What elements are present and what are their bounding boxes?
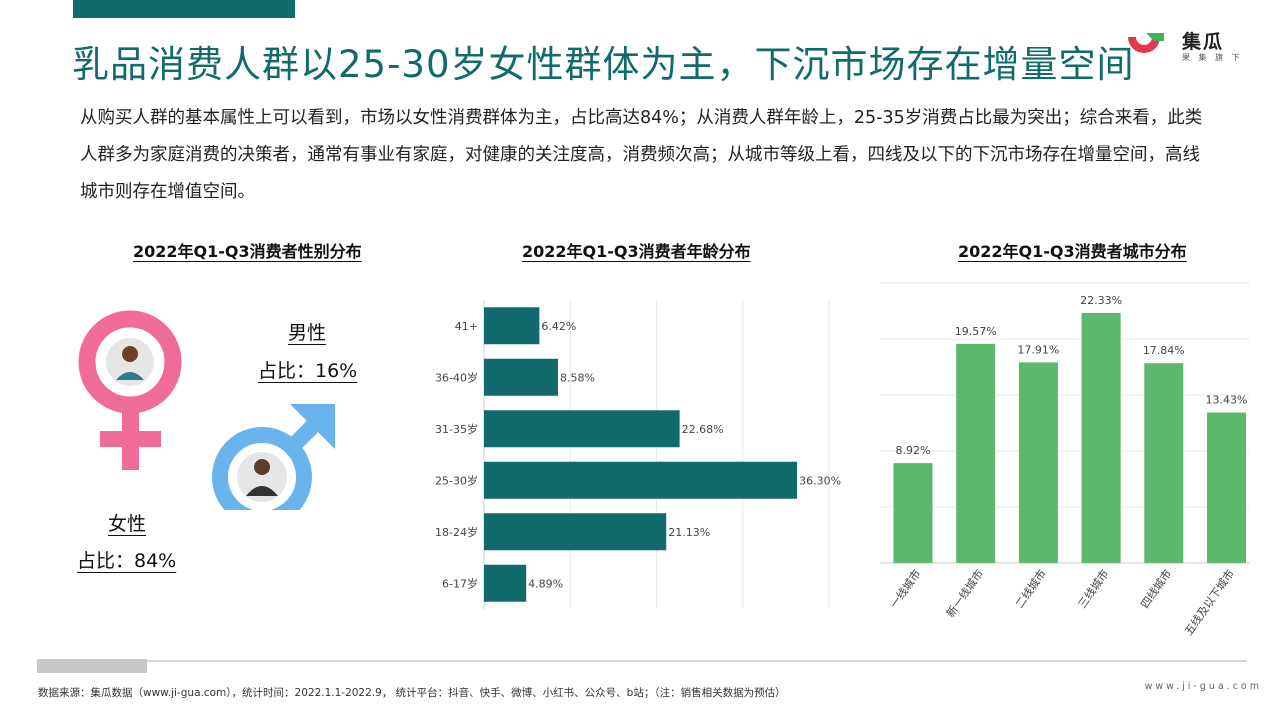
age-tick-label: 36-40岁 (435, 370, 478, 384)
page-title: 乳品消费人群以25-30岁女性群体为主，下沉市场存在增量空间 (72, 43, 1135, 86)
female-symbol-icon (78, 310, 182, 470)
city-value-label: 19.57% (955, 325, 997, 338)
city-value-label: 13.43% (1206, 394, 1248, 407)
age-bar (484, 564, 527, 602)
age-bar (484, 358, 559, 396)
age-bar-chart: 41+ 6.42% 36-40岁 8.58% 31-35岁 22.68% 25-30岁 36.… (435, 300, 841, 609)
age-bar (484, 307, 540, 345)
top-accent-bar (73, 0, 295, 18)
city-bar (956, 343, 996, 563)
city-bar (1207, 412, 1246, 563)
city-value-label: 17.84% (1143, 344, 1185, 357)
city-bar (893, 463, 933, 563)
male-symbol-icon (212, 404, 335, 510)
city-tick-label: 一线城市 (887, 567, 924, 611)
brand-logo: 集瓜 果 集 旗 下 (1124, 27, 1254, 67)
city-bar (1081, 312, 1121, 563)
age-bar (484, 410, 680, 448)
gender-symbols (78, 310, 335, 510)
age-tick-label: 25-30岁 (435, 473, 478, 487)
age-bar (484, 513, 667, 551)
age-value-label: 8.58% (560, 371, 595, 384)
age-chart-title: 2022年Q1-Q3消费者年龄分布 (522, 242, 751, 261)
city-bar (1144, 363, 1184, 563)
age-tick-label: 6-17岁 (442, 576, 478, 590)
city-tick-label: 四线城市 (1138, 567, 1175, 611)
age-bar (484, 461, 798, 499)
age-tick-label: 41+ (455, 320, 478, 333)
city-value-label: 8.92% (896, 444, 931, 457)
age-value-label: 4.89% (528, 577, 563, 590)
city-tick-label: 新一线城市 (943, 567, 986, 620)
city-tick-label: 二线城市 (1012, 567, 1049, 611)
age-value-label: 21.13% (668, 526, 710, 539)
logo-subtitle: 果 集 旗 下 (1182, 53, 1243, 62)
female-share-label: 占比：84% (77, 550, 177, 572)
city-bar-chart: 8.92% 一线城市 19.57% 新一线城市 17.91% 二线城市 22.33% 三线城市… (880, 282, 1250, 638)
male-label: 男性 (288, 322, 327, 344)
age-tick-label: 31-35岁 (435, 422, 478, 436)
city-tick-label: 三线城市 (1075, 567, 1112, 611)
female-label: 女性 (108, 513, 147, 535)
gender-chart-title: 2022年Q1-Q3消费者性别分布 (133, 242, 362, 261)
summary-paragraph: 从购买人群的基本属性上可以看到，市场以女性消费群体为主，占比高达84%；从消费人… (80, 108, 1203, 202)
logo-mark-icon (1128, 33, 1164, 53)
city-tick-label: 五线及以下城市 (1181, 567, 1237, 638)
logo-name: 集瓜 (1182, 31, 1225, 53)
age-tick-label: 18-24岁 (435, 525, 478, 539)
male-share-label: 占比：16% (258, 360, 358, 382)
city-bar (1018, 362, 1058, 563)
footer-url: www.ji-gua.com (1144, 681, 1262, 692)
footer-source-note: 数据来源：集瓜数据（www.ji-gua.com），统计时间：2022.1.1-… (38, 687, 786, 699)
city-value-label: 22.33% (1080, 294, 1122, 307)
footer-accent-bar (37, 659, 147, 673)
age-value-label: 22.68% (682, 423, 724, 436)
age-value-label: 36.30% (799, 474, 841, 487)
city-chart-title: 2022年Q1-Q3消费者城市分布 (958, 242, 1187, 261)
city-value-label: 17.91% (1017, 343, 1059, 356)
age-value-label: 6.42% (541, 320, 576, 333)
footer-divider (37, 660, 1247, 662)
